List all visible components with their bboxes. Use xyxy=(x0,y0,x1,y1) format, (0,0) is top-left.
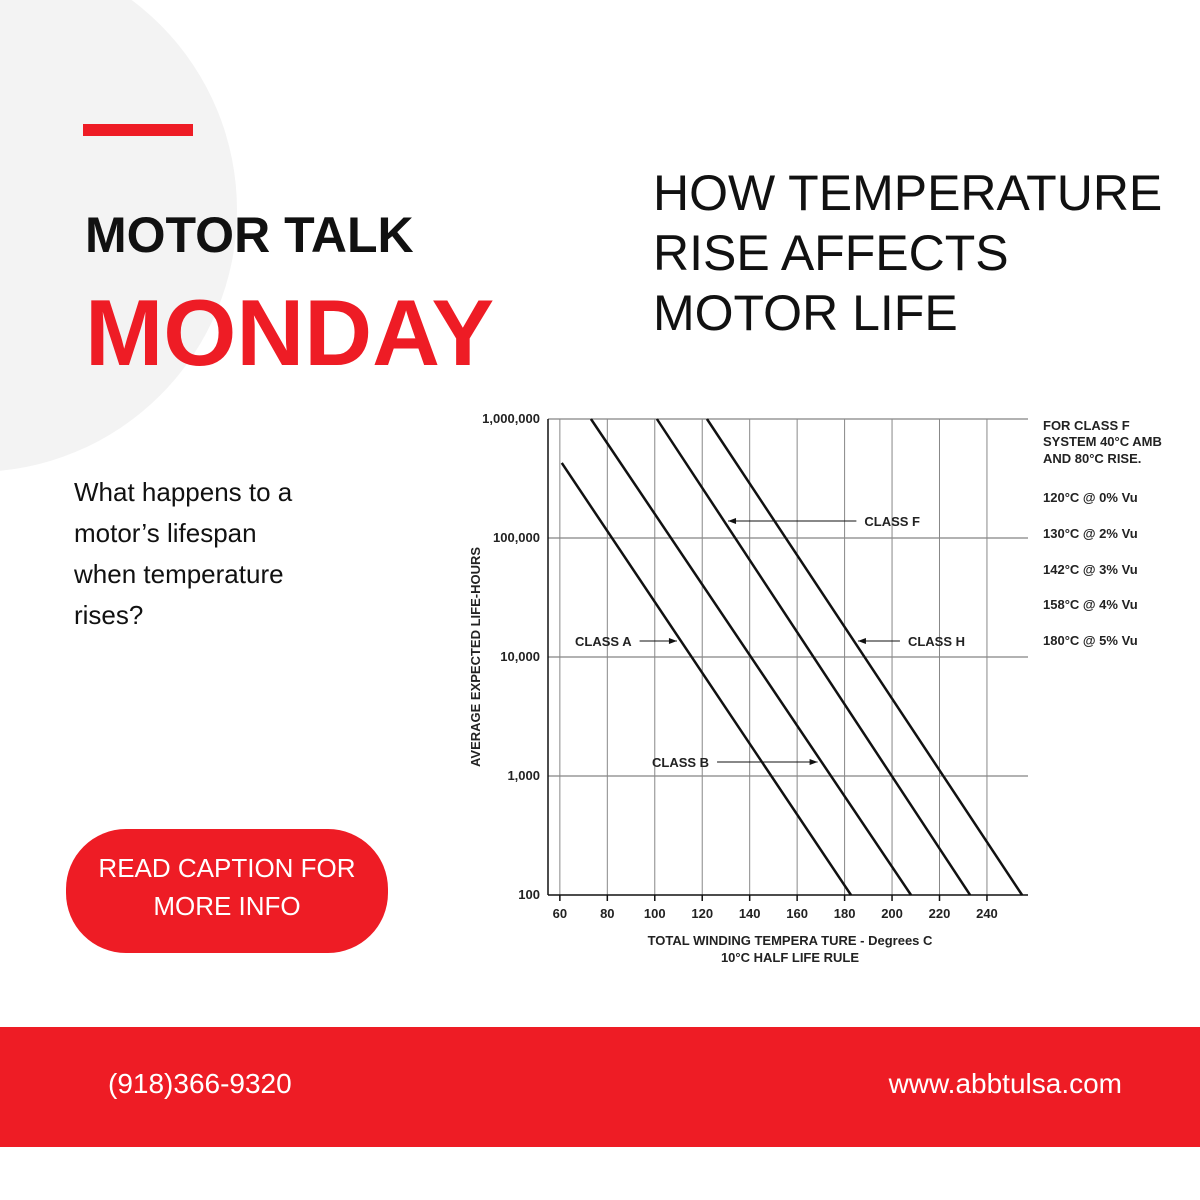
x-tick-label: 100 xyxy=(644,906,666,921)
x-tick-label: 220 xyxy=(929,906,951,921)
note: 130°C @ 2% Vu xyxy=(1043,526,1138,541)
footer-band xyxy=(0,1027,1200,1147)
chart: 1,000,000 100,000 10,000 1,000 100 60 80 100 120… xyxy=(468,411,1162,965)
arrow-head xyxy=(809,759,818,765)
note: 158°C @ 4% Vu xyxy=(1043,597,1138,612)
arrow-head xyxy=(857,638,866,644)
x-tick-label: 180 xyxy=(834,906,856,921)
series-label: CLASS A xyxy=(575,634,632,649)
accent-bar xyxy=(83,124,193,136)
y-tick-label: 1,000,000 xyxy=(482,411,540,426)
note: 142°C @ 3% Vu xyxy=(1043,562,1138,577)
line xyxy=(655,418,972,896)
x-tick-label: 240 xyxy=(976,906,998,921)
x-tick-label: 60 xyxy=(553,906,567,921)
intro: rises? xyxy=(74,600,143,630)
line xyxy=(589,418,913,896)
deco-circle xyxy=(0,0,237,471)
line xyxy=(560,462,853,896)
x-tick-label: 140 xyxy=(739,906,761,921)
button-label[interactable]: MORE INFO xyxy=(153,891,300,921)
x-tick-label: 160 xyxy=(786,906,808,921)
line xyxy=(705,418,1024,896)
y-tick-label: 1,000 xyxy=(507,768,540,783)
button-label[interactable]: READ CAPTION FOR xyxy=(98,853,355,883)
note: 180°C @ 5% Vu xyxy=(1043,633,1138,648)
arrow-head xyxy=(728,518,737,524)
x-axis-note: 10°C HALF LIFE RULE xyxy=(721,950,859,965)
cta-button[interactable]: READ CAPTION FOR MORE INFO xyxy=(66,829,388,953)
button-bg[interactable] xyxy=(66,829,388,953)
y-tick-label: 10,000 xyxy=(500,649,540,664)
y-tick-label: 100 xyxy=(518,887,540,902)
series-label: CLASS F xyxy=(864,514,920,529)
intro: motor’s lifespan xyxy=(74,518,257,548)
headline: RISE AFFECTS xyxy=(653,225,1009,281)
headline: HOW TEMPERATURE xyxy=(653,165,1162,221)
phone: (918)366-9320 xyxy=(108,1068,292,1099)
headline: MOTOR LIFE xyxy=(653,285,958,341)
y-axis-label: AVERAGE EXPECTED LIFE-HOURS xyxy=(468,547,483,767)
series-label: CLASS H xyxy=(908,634,965,649)
note: AND 80°C RISE. xyxy=(1043,451,1141,466)
x-tick-label: 200 xyxy=(881,906,903,921)
x-tick-label: 120 xyxy=(691,906,713,921)
note: 120°C @ 0% Vu xyxy=(1043,490,1138,505)
title: MONDAY xyxy=(85,280,494,385)
series-label: CLASS B xyxy=(652,755,709,770)
note: SYSTEM 40°C AMB xyxy=(1043,434,1162,449)
intro: when temperature xyxy=(73,559,284,589)
x-tick-label: 80 xyxy=(600,906,614,921)
arrow-head xyxy=(668,638,677,644)
note: FOR CLASS F xyxy=(1043,418,1130,433)
y-tick-label: 100,000 xyxy=(493,530,540,545)
website[interactable]: www.abbtulsa.com xyxy=(888,1068,1122,1099)
kicker: MOTOR TALK xyxy=(85,207,414,263)
x-axis-label: TOTAL WINDING TEMPERA TURE - Degrees C xyxy=(648,933,933,948)
intro: What happens to a xyxy=(74,477,293,507)
